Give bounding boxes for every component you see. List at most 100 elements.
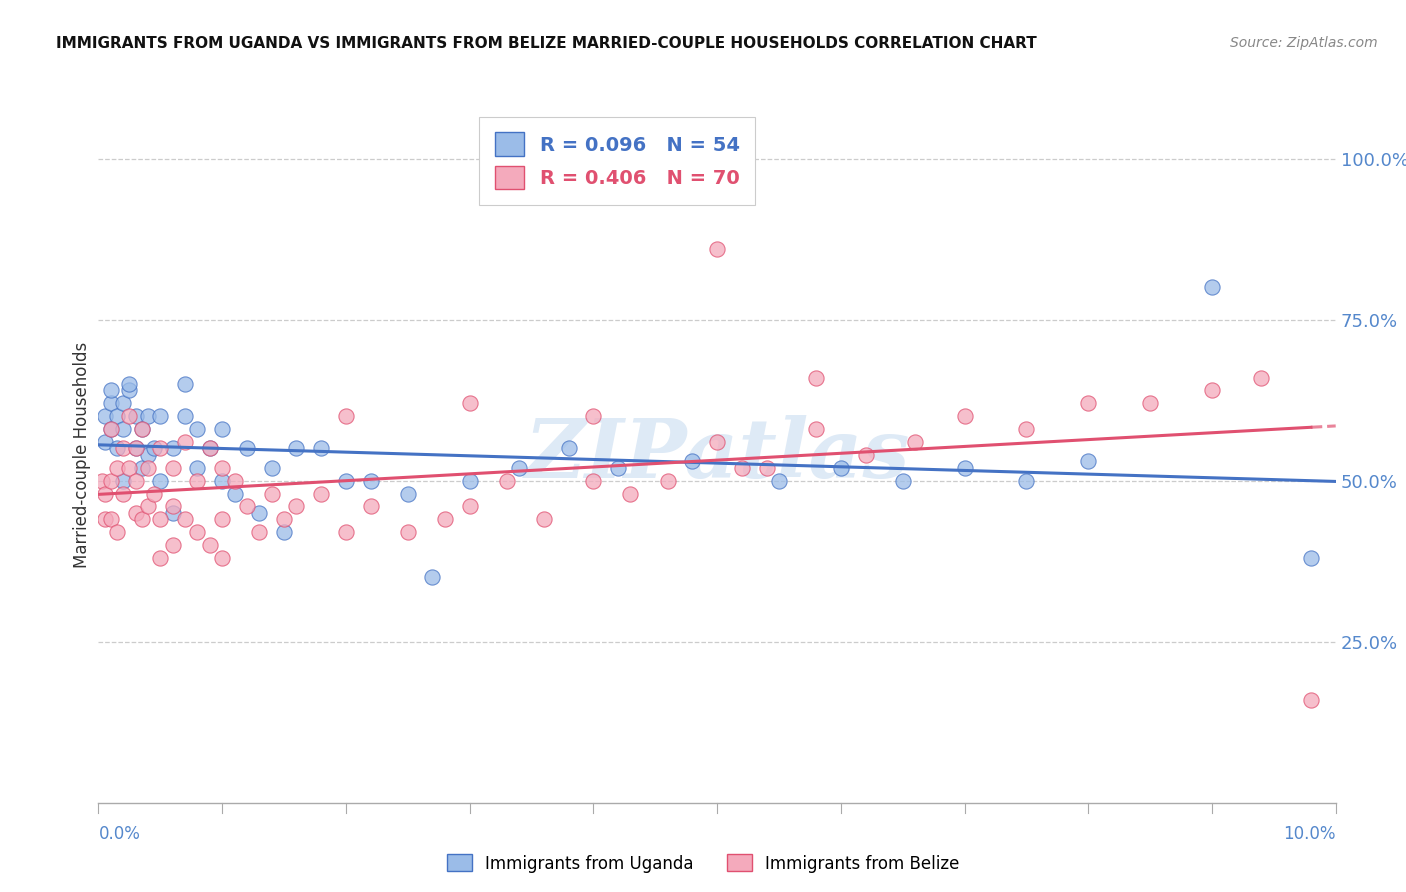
Point: [904, 435, 927, 450]
Point: [1250, 370, 1272, 384]
Point: [309, 486, 332, 500]
Point: [1015, 422, 1038, 436]
Text: IMMIGRANTS FROM UGANDA VS IMMIGRANTS FROM BELIZE MARRIED-COUPLE HOUSEHOLDS CORRE: IMMIGRANTS FROM UGANDA VS IMMIGRANTS FRO…: [56, 36, 1038, 51]
Point: [396, 525, 419, 540]
Point: [124, 409, 146, 424]
Point: [1299, 692, 1322, 706]
Point: [112, 442, 135, 456]
Point: [236, 442, 259, 456]
Point: [706, 242, 728, 256]
Point: [508, 460, 530, 475]
Point: [953, 409, 976, 424]
Point: [118, 377, 141, 392]
Point: [458, 500, 481, 514]
Point: [93, 512, 115, 526]
Point: [131, 422, 153, 436]
Point: [186, 422, 208, 436]
Point: [198, 538, 221, 552]
Point: [136, 500, 159, 514]
Point: [105, 525, 128, 540]
Point: [124, 442, 146, 456]
Point: [211, 460, 233, 475]
Point: [149, 409, 172, 424]
Point: [582, 409, 605, 424]
Point: [309, 442, 332, 456]
Point: [533, 512, 555, 526]
Text: 10.0%: 10.0%: [1284, 825, 1336, 843]
Point: [830, 460, 852, 475]
Point: [136, 409, 159, 424]
Point: [100, 512, 122, 526]
Point: [1015, 474, 1038, 488]
Point: [186, 460, 208, 475]
Point: [285, 500, 308, 514]
Point: [607, 460, 630, 475]
Point: [211, 474, 233, 488]
Point: [162, 442, 184, 456]
Point: [360, 474, 382, 488]
Point: [657, 474, 679, 488]
Point: [335, 474, 357, 488]
Point: [681, 454, 703, 468]
Point: [118, 460, 141, 475]
Point: [112, 396, 135, 410]
Point: [458, 474, 481, 488]
Point: [149, 474, 172, 488]
Point: [198, 442, 221, 456]
Point: [433, 512, 456, 526]
Point: [143, 486, 166, 500]
Point: [105, 442, 128, 456]
Point: [236, 500, 259, 514]
Point: [174, 512, 197, 526]
Point: [149, 442, 172, 456]
Point: [458, 396, 481, 410]
Point: [855, 448, 877, 462]
Point: [891, 474, 914, 488]
Point: [162, 460, 184, 475]
Point: [149, 512, 172, 526]
Point: [360, 500, 382, 514]
Point: [1077, 454, 1099, 468]
Point: [131, 422, 153, 436]
Point: [211, 422, 233, 436]
Point: [118, 384, 141, 398]
Point: [953, 460, 976, 475]
Point: [131, 512, 153, 526]
Point: [224, 474, 246, 488]
Point: [162, 506, 184, 520]
Point: [100, 474, 122, 488]
Point: [100, 396, 122, 410]
Point: [93, 486, 115, 500]
Point: [260, 460, 283, 475]
Point: [136, 460, 159, 475]
Point: [211, 512, 233, 526]
Point: [162, 538, 184, 552]
Text: Source: ZipAtlas.com: Source: ZipAtlas.com: [1230, 36, 1378, 50]
Point: [93, 409, 115, 424]
Point: [731, 460, 754, 475]
Point: [1299, 551, 1322, 566]
Point: [335, 525, 357, 540]
Point: [112, 422, 135, 436]
Point: [105, 409, 128, 424]
Point: [1139, 396, 1161, 410]
Point: [706, 435, 728, 450]
Point: [118, 409, 141, 424]
Point: [422, 570, 444, 584]
Point: [124, 506, 146, 520]
Point: [1077, 396, 1099, 410]
Point: [124, 442, 146, 456]
Point: [755, 460, 778, 475]
Point: [100, 422, 122, 436]
Point: [273, 512, 295, 526]
Point: [582, 474, 605, 488]
Point: [211, 551, 233, 566]
Point: [124, 474, 146, 488]
Point: [619, 486, 641, 500]
Point: [495, 474, 517, 488]
Point: [131, 460, 153, 475]
Point: [162, 500, 184, 514]
Point: [396, 486, 419, 500]
Point: [174, 435, 197, 450]
Point: [100, 422, 122, 436]
